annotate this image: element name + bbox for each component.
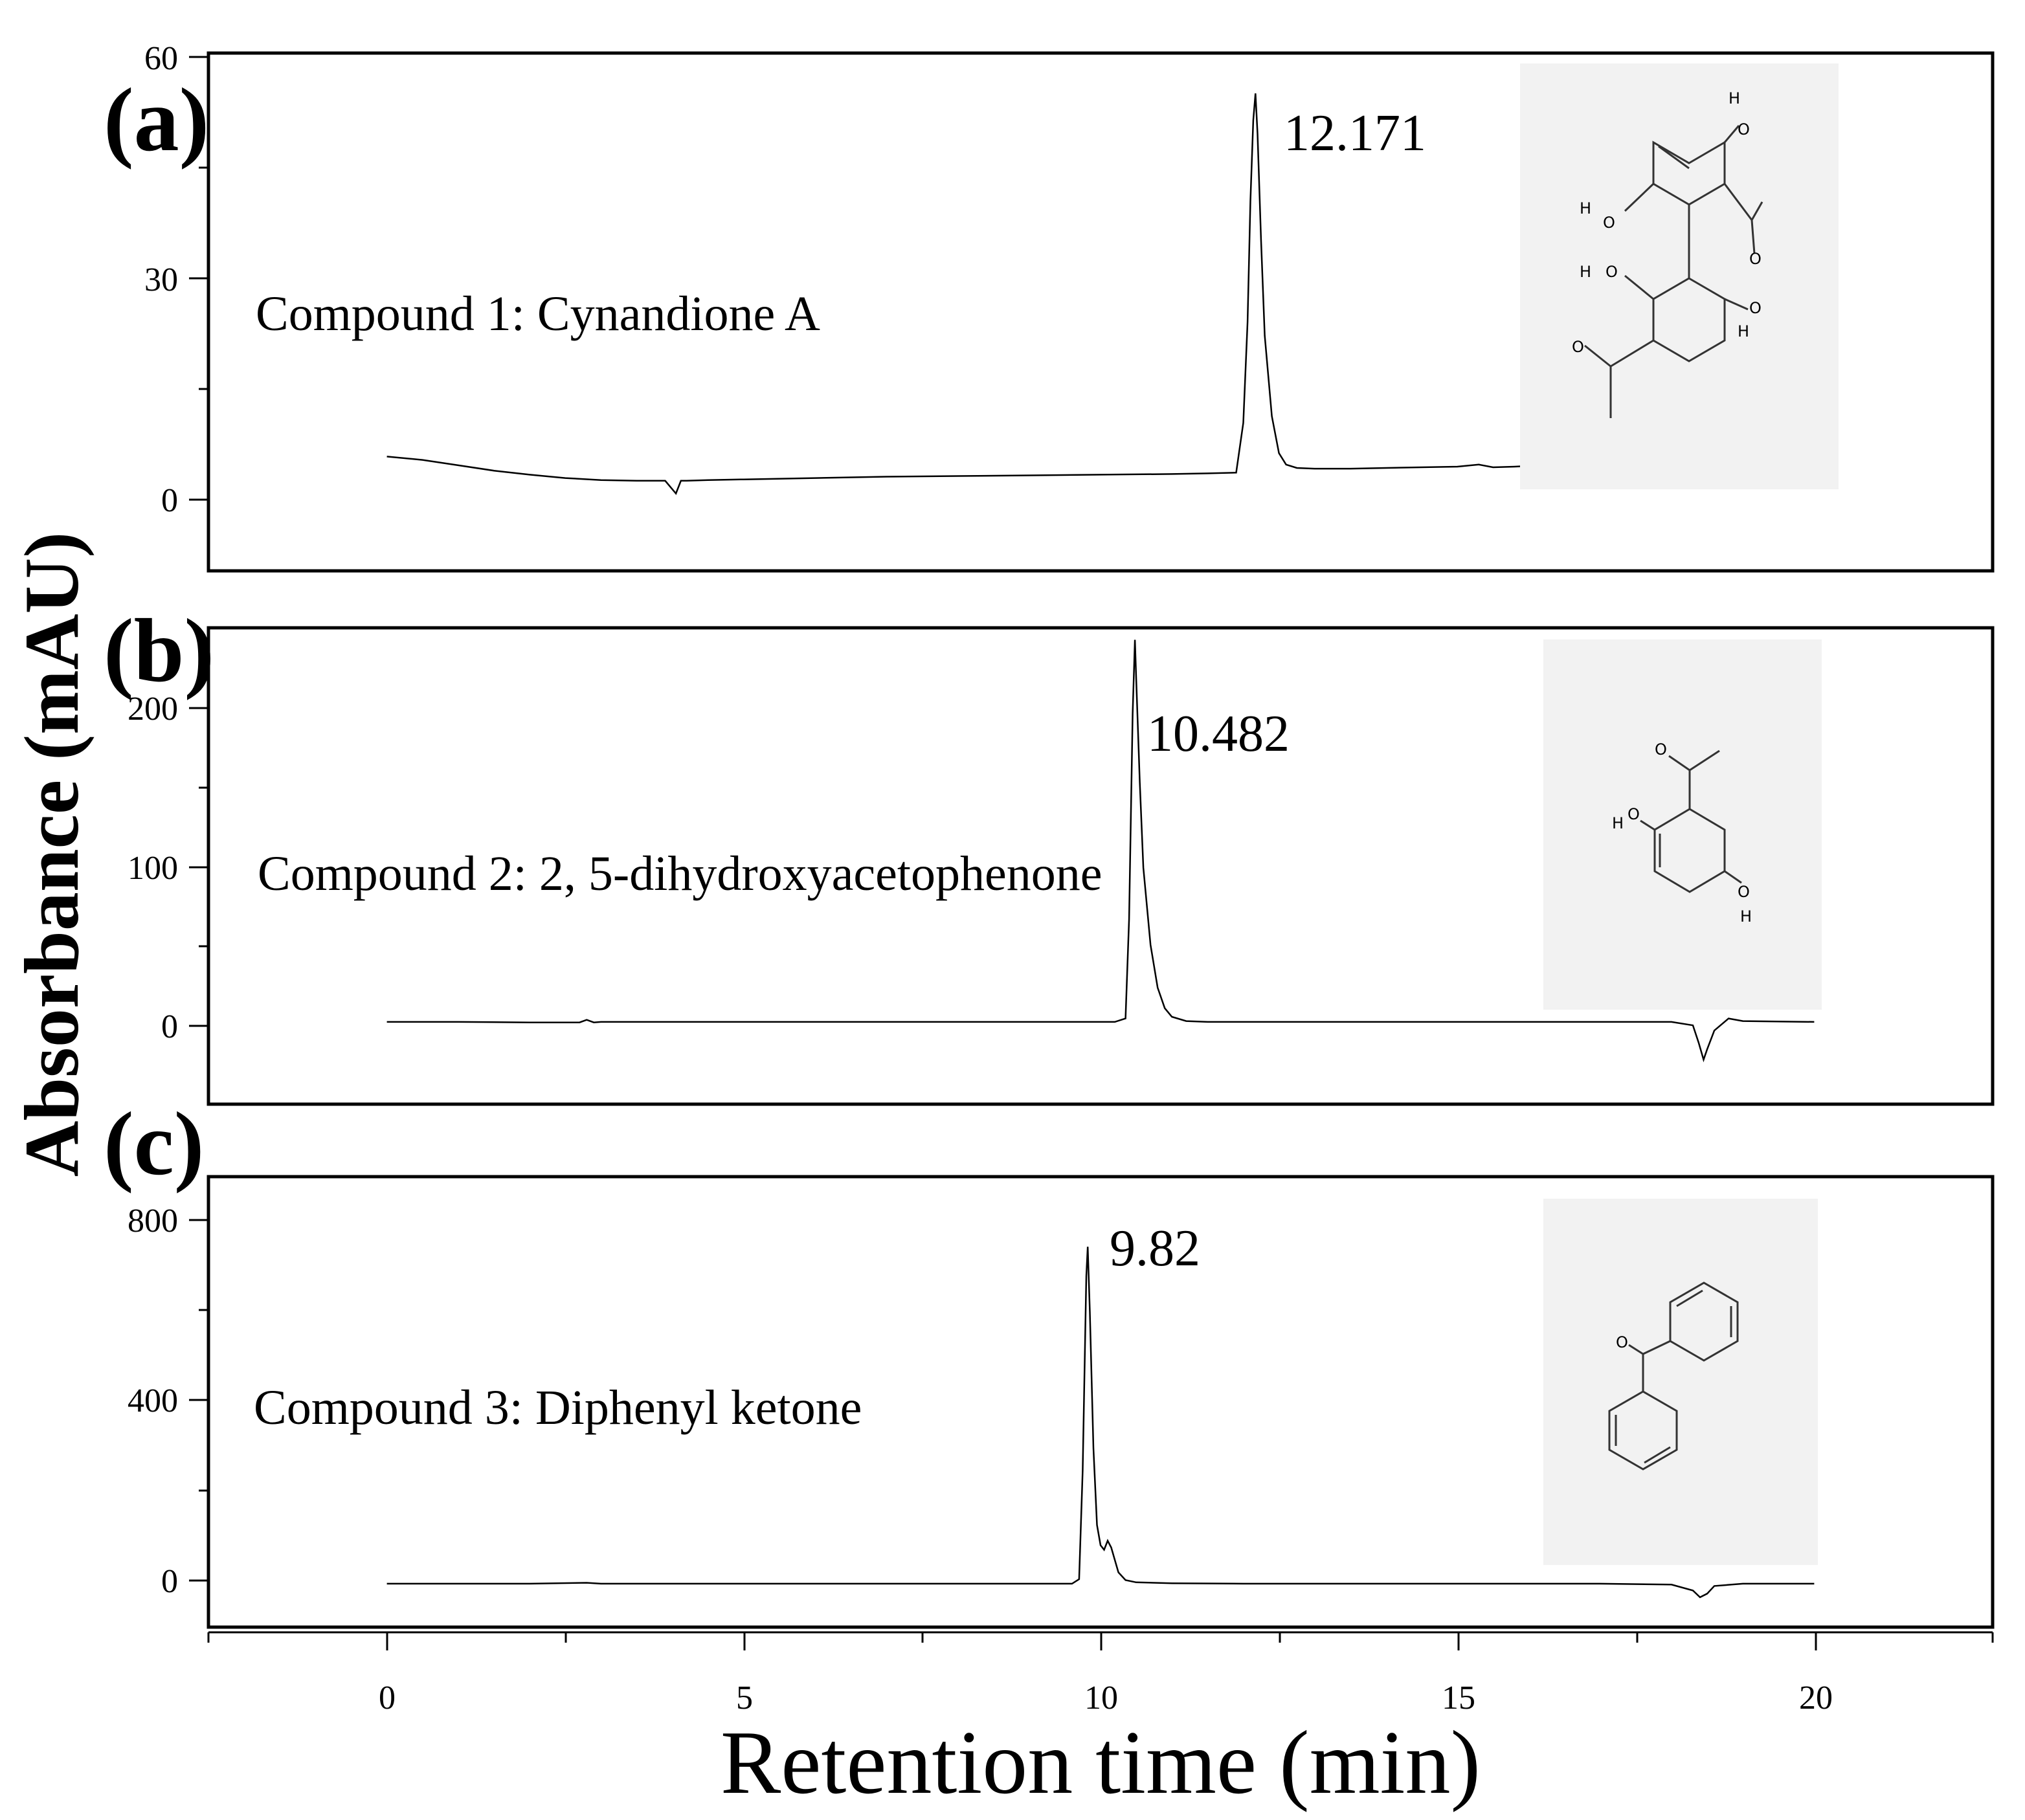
- y-axis-title: Absorbance (mAU): [8, 532, 95, 1177]
- dihydroxyacetophenone-atoms: O O H O H: [1612, 740, 1752, 926]
- structure-inset-bg: [1543, 639, 1822, 1010]
- panel-label: (c): [104, 1094, 204, 1194]
- x-tick-label: 5: [736, 1680, 753, 1716]
- benzophenone-atoms: O: [1616, 1333, 1628, 1351]
- panel-b: (b) Compound 2: 2, 5-dihydroxyacetopheno…: [104, 601, 1995, 1106]
- peak-label: 9.82: [1110, 1220, 1200, 1277]
- svg-text:O: O: [1616, 1333, 1628, 1351]
- dihydroxyacetophenone-structure: [1640, 749, 1742, 893]
- structure-inset: H O H O O O H O H O: [1520, 63, 1839, 489]
- chromatogram-trace: [386, 1247, 1815, 1599]
- peak-label: 12.171: [1284, 105, 1426, 162]
- svg-text:O: O: [1749, 299, 1762, 317]
- structure-inset: O O H O H: [1543, 639, 1822, 1010]
- structure-inset-bg: [1543, 1199, 1818, 1565]
- y-tick-label: 800: [128, 1203, 178, 1239]
- svg-text:H: H: [1580, 199, 1591, 217]
- svg-text:O: O: [1572, 338, 1584, 356]
- chromatogram-trace: [386, 93, 1815, 495]
- svg-text:O: O: [1749, 250, 1762, 268]
- x-tick-label: 0: [379, 1680, 396, 1716]
- peak-label: 10.482: [1147, 705, 1290, 762]
- svg-text:H: H: [1729, 89, 1740, 107]
- panel-label: (b): [104, 601, 214, 701]
- svg-text:H: H: [1580, 263, 1591, 281]
- cynandione-a-structure: [1584, 125, 1763, 418]
- panel-a: (a) Compound 1: Cynandione A 12.171 0 30…: [104, 40, 1995, 573]
- benzophenone-structure: [1608, 1282, 1739, 1470]
- y-tick-label: 60: [144, 40, 178, 77]
- cynandione-a-atoms: H O H O O O H O H O: [1572, 89, 1762, 356]
- x-tick-label: 20: [1799, 1680, 1833, 1716]
- y-tick-label: 0: [161, 482, 178, 519]
- compound-label: Compound 2: 2, 5-dihydroxyacetophenone: [258, 847, 1102, 901]
- x-ticks: [207, 1632, 1994, 1650]
- panel-label: (a): [104, 70, 209, 170]
- x-tick-label: 10: [1084, 1680, 1118, 1716]
- structure-inset: O: [1543, 1199, 1818, 1565]
- x-tick-label: 15: [1442, 1680, 1475, 1716]
- y-tick-label: 0: [161, 1008, 178, 1045]
- x-axis: 0 5 10 15 20 Retention time (min): [207, 1631, 1994, 1813]
- plot-frame: [207, 51, 1995, 573]
- svg-text:O: O: [1603, 214, 1615, 232]
- x-axis-title: Retention time (min): [721, 1713, 1481, 1813]
- svg-text:O: O: [1738, 883, 1750, 901]
- plot-frame: [207, 1175, 1995, 1629]
- svg-text:H: H: [1738, 322, 1749, 340]
- svg-text:O: O: [1738, 120, 1750, 139]
- y-ticks: [189, 707, 208, 1027]
- chromatogram-trace: [386, 639, 1815, 1063]
- svg-text:O: O: [1655, 740, 1667, 759]
- y-tick-label: 400: [128, 1382, 178, 1419]
- svg-text:H: H: [1740, 907, 1752, 926]
- y-tick-label: 100: [128, 850, 178, 887]
- y-ticks: [189, 1219, 208, 1582]
- structure-inset-bg: [1520, 63, 1839, 489]
- svg-text:O: O: [1605, 263, 1618, 281]
- y-ticks: [189, 56, 208, 501]
- svg-text:O: O: [1628, 805, 1640, 823]
- y-tick-label: 0: [161, 1563, 178, 1600]
- compound-label: Compound 1: Cynandione A: [256, 287, 820, 341]
- panel-c: (c) Compound 3: Diphenyl ketone 9.82 0 4…: [104, 1094, 1995, 1629]
- plot-frame: [207, 626, 1995, 1106]
- svg-text:H: H: [1612, 814, 1624, 832]
- compound-label: Compound 3: Diphenyl ketone: [254, 1381, 862, 1435]
- y-tick-label: 200: [128, 691, 178, 727]
- y-tick-label: 30: [144, 261, 178, 298]
